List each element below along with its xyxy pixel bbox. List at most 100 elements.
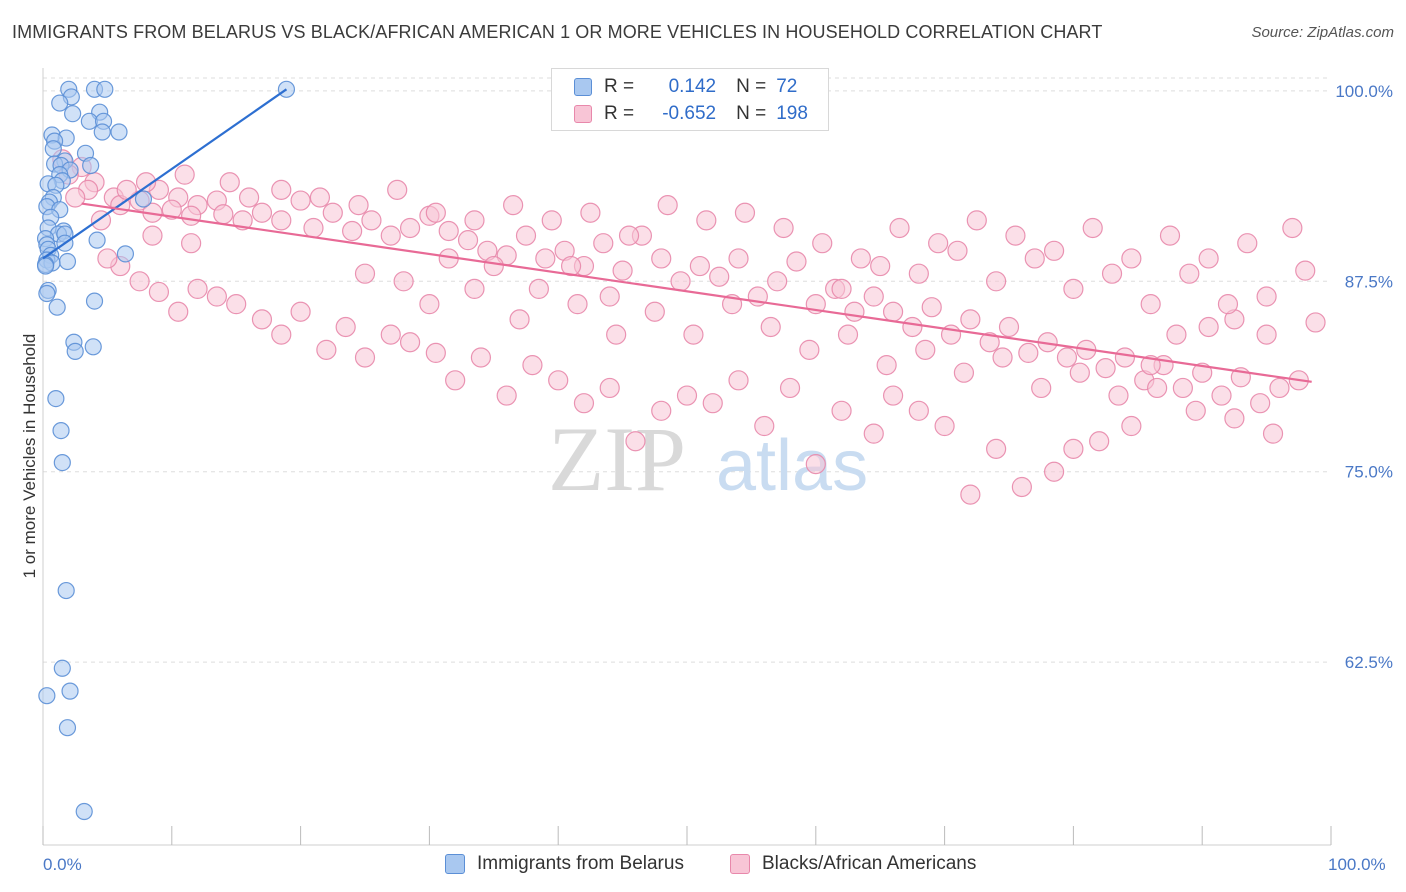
legend-swatch-blacks xyxy=(574,105,592,123)
point-blacks xyxy=(316,339,337,360)
point-blacks xyxy=(1101,263,1123,284)
point-blacks xyxy=(934,415,955,437)
point-blacks xyxy=(219,172,240,193)
point-blacks xyxy=(387,179,408,200)
point-blacks xyxy=(129,271,150,292)
grid-lines xyxy=(43,77,1331,663)
chart-title: IMMIGRANTS FROM BELARUS VS BLACK/AFRICAN… xyxy=(12,22,1103,42)
legend-r-value-belarus: 0.142 xyxy=(668,76,717,97)
point-blacks xyxy=(1005,225,1026,246)
point-blacks xyxy=(1031,377,1052,399)
point-blacks xyxy=(960,484,981,505)
point-blacks xyxy=(992,347,1013,368)
point-blacks xyxy=(309,187,331,208)
point-blacks xyxy=(1269,377,1290,399)
point-blacks xyxy=(342,220,363,242)
point-blacks xyxy=(1089,431,1110,452)
point-blacks xyxy=(1082,217,1103,239)
point-blacks xyxy=(303,217,324,239)
legend-row-belarus: R = 0.142 N = 72 xyxy=(574,75,797,99)
point-blacks xyxy=(670,271,691,292)
legend-swatch-belarus xyxy=(574,78,592,96)
point-blacks xyxy=(522,354,543,376)
point-blacks xyxy=(1095,358,1116,379)
y-axis-tick-labels: 62.5% 75.0% 87.5% 100.0% xyxy=(1335,82,1393,672)
point-blacks xyxy=(618,225,640,246)
point-blacks xyxy=(161,199,182,220)
point-blacks xyxy=(457,230,479,251)
point-belarus xyxy=(36,257,55,275)
point-belarus xyxy=(47,390,65,408)
point-blacks xyxy=(844,301,865,322)
point-belarus xyxy=(51,94,69,112)
point-blacks xyxy=(528,278,549,300)
legend-n-label: N = xyxy=(736,103,767,124)
point-blacks xyxy=(445,370,466,391)
point-belarus xyxy=(38,687,56,705)
y-tick-label: 100.0% xyxy=(1335,82,1393,101)
point-blacks xyxy=(1159,225,1181,246)
point-belarus xyxy=(64,105,82,123)
bottom-legend-belarus: Immigrants from Belarus xyxy=(445,851,684,877)
point-blacks xyxy=(1069,362,1090,383)
legend-n-label: N = xyxy=(736,76,767,97)
point-blacks xyxy=(535,248,556,269)
point-belarus xyxy=(52,422,70,440)
point-belarus xyxy=(96,80,114,98)
point-blacks xyxy=(799,339,820,360)
point-blacks xyxy=(1217,294,1239,315)
point-blacks xyxy=(464,210,485,231)
legend-r-value-blacks: -0.652 xyxy=(662,103,717,124)
trend-line-belarus xyxy=(42,88,288,260)
point-blacks xyxy=(1024,248,1045,269)
point-blacks xyxy=(966,210,987,231)
point-blacks xyxy=(1063,438,1084,459)
point-blacks xyxy=(1018,342,1039,363)
point-blacks xyxy=(805,454,826,475)
watermark-atlas: atlas xyxy=(716,426,868,506)
point-blacks xyxy=(908,400,929,421)
bottom-legend-label-belarus: Immigrants from Belarus xyxy=(477,853,684,874)
point-blacks xyxy=(251,202,273,223)
point-blacks xyxy=(606,324,627,345)
point-blacks xyxy=(850,248,871,269)
point-blacks xyxy=(599,377,620,399)
point-blacks xyxy=(290,301,311,322)
point-blacks xyxy=(181,233,202,254)
point-blacks xyxy=(271,210,292,231)
point-blacks xyxy=(438,220,459,242)
point-blacks xyxy=(593,233,614,254)
point-blacks xyxy=(567,294,588,315)
point-blacks xyxy=(1237,233,1258,254)
point-belarus xyxy=(82,156,100,175)
point-blacks xyxy=(1011,476,1032,498)
point-belarus xyxy=(88,231,106,249)
trend-line-blacks xyxy=(81,202,1312,383)
point-blacks xyxy=(1192,362,1213,383)
point-blacks xyxy=(921,297,942,318)
x-tick-label-max: 100.0% xyxy=(1328,855,1386,874)
point-blacks xyxy=(271,324,292,345)
point-blacks xyxy=(142,225,163,246)
point-belarus xyxy=(53,659,71,677)
point-blacks xyxy=(1198,248,1219,269)
point-blacks xyxy=(902,316,923,338)
point-blacks xyxy=(657,195,678,216)
point-blacks xyxy=(863,423,884,444)
point-blacks xyxy=(573,393,595,414)
point-blacks xyxy=(1305,312,1326,333)
point-blacks xyxy=(1140,294,1161,315)
bottom-legend-blacks: Blacks/African Americans xyxy=(730,851,976,877)
y-tick-label: 62.5% xyxy=(1345,653,1393,672)
point-blacks xyxy=(683,324,704,345)
point-belarus xyxy=(44,140,62,158)
point-blacks xyxy=(779,377,801,399)
point-blacks xyxy=(393,271,414,292)
point-belarus xyxy=(110,123,128,141)
point-blacks xyxy=(65,187,86,208)
point-blacks xyxy=(419,294,440,315)
y-tick-label: 75.0% xyxy=(1345,463,1393,482)
point-blacks xyxy=(515,225,537,246)
point-blacks xyxy=(960,309,981,330)
point-blacks xyxy=(786,251,807,272)
